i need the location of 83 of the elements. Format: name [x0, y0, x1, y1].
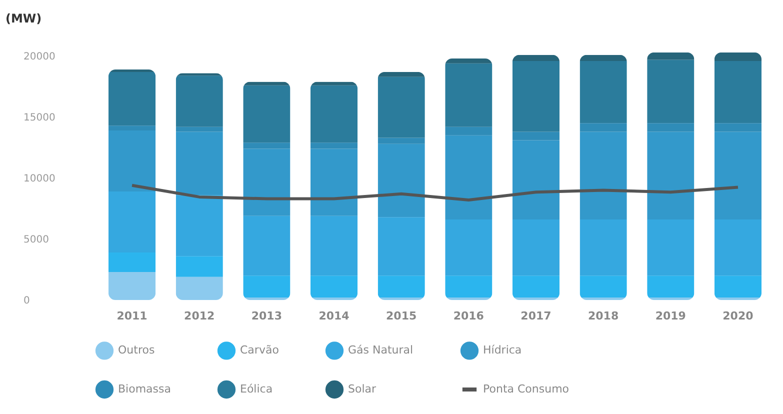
- bar: [445, 276, 492, 298]
- bar: [580, 132, 627, 220]
- bar: [378, 72, 425, 77]
- y-tick-label: 10000: [24, 174, 56, 185]
- bar: [714, 52, 762, 61]
- legend-label: Solar: [348, 382, 377, 396]
- bar: [647, 220, 694, 276]
- x-tick-label: 2011: [116, 310, 148, 322]
- bar: [378, 217, 425, 276]
- bar: [647, 276, 694, 298]
- bar: [445, 126, 492, 136]
- bar: [647, 132, 694, 220]
- bar: [176, 276, 223, 300]
- legend-label: Carvão: [240, 344, 280, 357]
- bar: [243, 85, 290, 143]
- bar: [378, 138, 425, 144]
- y-axis-title: (MW): [6, 12, 42, 26]
- bar: [512, 132, 560, 140]
- bar: [176, 126, 223, 132]
- bar: [378, 76, 425, 138]
- x-tick-label: 2012: [184, 310, 215, 322]
- x-tick-label: 2016: [453, 310, 484, 322]
- y-tick-label: 5000: [24, 234, 49, 246]
- bar: [647, 60, 694, 124]
- legend-label: Eólica: [240, 382, 273, 396]
- x-tick-label: 2015: [386, 310, 417, 322]
- bar: [108, 72, 156, 126]
- bar: [108, 130, 156, 192]
- bar: [176, 195, 223, 256]
- x-tick-label: 2013: [251, 310, 282, 322]
- bar: [714, 132, 762, 220]
- bar: [580, 60, 627, 124]
- bar: [310, 148, 358, 216]
- bar: [512, 54, 560, 61]
- bar: [580, 54, 627, 61]
- x-tick-label: 2020: [722, 310, 754, 322]
- legend-label: Outros: [118, 344, 155, 357]
- bar: [714, 276, 762, 298]
- y-tick-label: 15000: [24, 112, 56, 124]
- bar: [108, 272, 156, 300]
- x-tick-label: 2019: [655, 310, 686, 322]
- bar: [512, 140, 560, 220]
- bar: [445, 220, 492, 276]
- bar: [108, 191, 156, 252]
- bar: [714, 220, 762, 276]
- bar: [310, 216, 358, 276]
- legend-label: Ponta Consumo: [483, 382, 570, 396]
- line-series: [130, 184, 740, 202]
- bar: [512, 220, 560, 276]
- bar: [647, 123, 694, 132]
- bar: [243, 148, 290, 216]
- bar: [108, 126, 156, 130]
- y-tick-label: 0: [24, 296, 30, 306]
- bar: [176, 256, 223, 277]
- bar: [512, 60, 560, 132]
- legend-label: Biomassa: [118, 382, 171, 396]
- bar: [176, 76, 223, 127]
- bar: [445, 135, 492, 220]
- bar: [243, 276, 290, 298]
- bar: [714, 60, 762, 124]
- legend-label: Hídrica: [483, 344, 522, 357]
- bar: [176, 132, 223, 196]
- bar: [310, 85, 358, 143]
- bar: [445, 63, 492, 127]
- x-tick-label: 2018: [588, 310, 619, 322]
- bar: [580, 276, 627, 298]
- x-tick-label: 2014: [318, 310, 350, 322]
- bar: [647, 52, 694, 60]
- legend-label: Gás Natural: [348, 344, 414, 357]
- bar: [108, 252, 156, 272]
- bar: [243, 216, 290, 276]
- bar: [580, 123, 627, 132]
- bar: [512, 276, 560, 298]
- bar: [580, 220, 627, 276]
- bar: [310, 142, 358, 149]
- bar: [378, 276, 425, 298]
- x-tick-label: 2017: [520, 310, 552, 322]
- bar: [378, 144, 425, 218]
- bar: [243, 142, 290, 149]
- bar: [445, 58, 492, 64]
- bar: [714, 123, 762, 132]
- y-tick-label: 20000: [24, 52, 56, 63]
- bar: [310, 276, 358, 298]
